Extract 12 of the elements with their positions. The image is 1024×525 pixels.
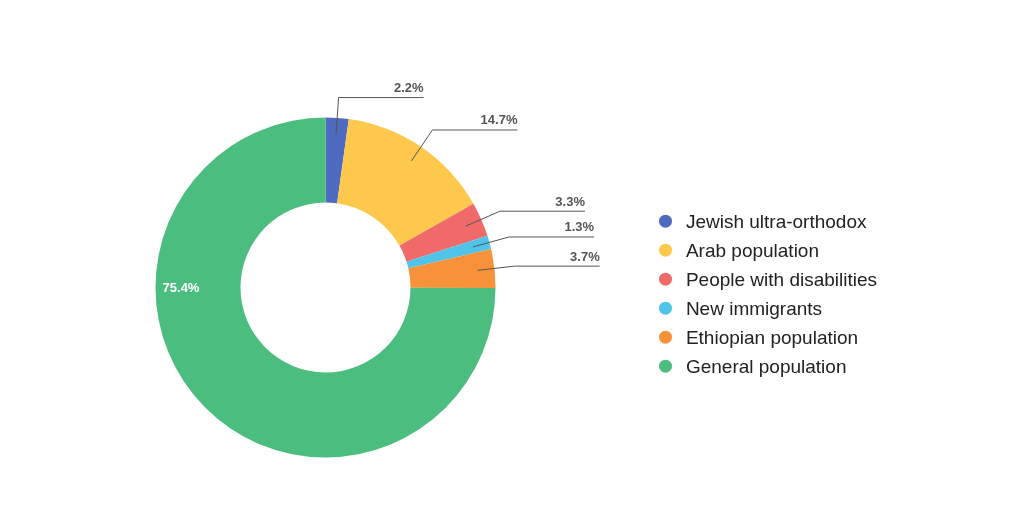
data-label: 2.2% — [393, 80, 425, 95]
legend-label: New immigrants — [685, 297, 823, 319]
data-label: 3.3% — [555, 193, 586, 209]
legend-label: People with disabilities — [685, 268, 878, 290]
legend-label: Ethiopian population — [685, 326, 859, 348]
legend-label: General population — [685, 355, 847, 377]
data-label: 3.7% — [570, 248, 601, 264]
legend-label: Arab population — [685, 239, 820, 261]
data-label: 14.7% — [480, 112, 518, 128]
data-label: 1.3% — [564, 219, 595, 235]
data-label: 75.4% — [162, 280, 200, 295]
legend-label: Jewish ultra-orthodox — [685, 210, 867, 232]
